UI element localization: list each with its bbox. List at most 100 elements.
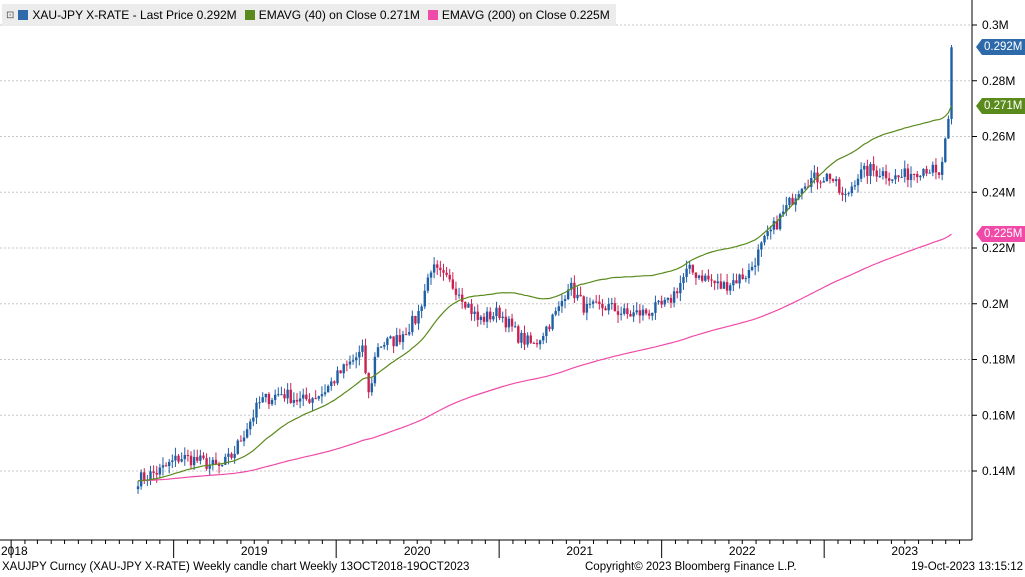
candle-body: [548, 326, 551, 330]
legend-ema200: EMAVG (200) on Close 0.225M: [441, 8, 610, 22]
candle-body: [367, 372, 370, 393]
candle-body: [473, 311, 476, 314]
candle-body: [283, 394, 286, 399]
candle-body: [261, 397, 264, 403]
candle-body: [542, 336, 545, 341]
candle-body: [810, 177, 813, 187]
candle-body: [302, 394, 305, 399]
candle-body: [245, 429, 249, 438]
candle-body: [192, 456, 196, 466]
candle-body: [769, 229, 772, 232]
candle-body: [722, 282, 726, 289]
candle-body: [651, 312, 654, 316]
candle-body: [361, 345, 364, 352]
candle-body: [345, 364, 349, 366]
x-tick-label: 2019: [241, 544, 268, 558]
footer-copyright: Copyright© 2023 Bloomberg Finance L.P.: [585, 561, 797, 573]
candle-body: [342, 364, 345, 374]
candle-body: [744, 278, 748, 280]
candle-body: [891, 179, 894, 181]
candle-body: [520, 332, 523, 343]
candle-body: [591, 301, 595, 304]
candle-body: [498, 307, 501, 318]
candle-body: [426, 277, 430, 291]
legend-ema40: EMAVG (40) on Close 0.271M: [258, 8, 420, 22]
candle-body: [782, 211, 785, 215]
candle-body: [729, 285, 732, 291]
candle-body: [202, 455, 205, 459]
candle-body: [595, 301, 598, 303]
candle-body: [666, 297, 670, 300]
legend-swatch-ema200: [427, 10, 438, 20]
candle-body: [376, 347, 380, 357]
candle-body: [950, 47, 953, 119]
candle-body: [404, 334, 408, 336]
candle-body: [224, 456, 227, 465]
pin-icon[interactable]: ⊡: [6, 9, 15, 21]
candle-body: [747, 269, 751, 279]
candle-body: [582, 296, 585, 313]
candle-body: [389, 336, 392, 339]
y-axis: 0.14M 0.16M 0.18M 0.2M 0.22M 0.24M 0.26M 0.28M 0…: [971, 0, 1015, 540]
y-tick-label: 0.16M: [982, 408, 1015, 422]
candle-body: [448, 274, 451, 280]
candle-body: [485, 311, 489, 322]
candle-body: [149, 471, 152, 480]
candle-body: [211, 459, 215, 465]
footer-timestamp: 19-Oct-2023 13:15:12: [911, 561, 1023, 573]
candle-body: [897, 175, 900, 178]
candle-body: [900, 176, 903, 178]
candle-body: [560, 300, 564, 307]
candle-body: [252, 417, 255, 422]
candle-body: [171, 460, 174, 462]
candle-body: [694, 272, 698, 278]
candle-body: [566, 289, 570, 300]
candle-body: [289, 389, 292, 403]
candle-body: [850, 186, 853, 194]
candle-body: [538, 340, 542, 345]
candle-body: [526, 335, 529, 345]
chart-legend: ⊡ XAU-JPY X-RATE - Last Price 0.292M EMA…: [2, 4, 616, 26]
candle-body: [551, 314, 554, 330]
candle-body: [735, 280, 738, 284]
candle-body: [507, 318, 511, 328]
candle-body: [242, 437, 246, 442]
candle-body: [460, 294, 464, 302]
candle-body: [859, 169, 863, 179]
candle-body: [314, 398, 317, 400]
y-tick-label: 0.2M: [982, 297, 1009, 311]
candle-body: [654, 302, 657, 313]
candle-body: [629, 314, 632, 317]
candle-body: [180, 459, 183, 462]
candle-body: [379, 346, 383, 348]
candle-body: [909, 173, 913, 180]
candle-body: [429, 272, 433, 278]
candle-body: [944, 138, 947, 162]
candle-body: [217, 464, 221, 466]
candle-body: [467, 303, 470, 308]
candle-body: [841, 192, 844, 195]
candle-body: [339, 370, 342, 374]
candle-body: [607, 303, 610, 311]
candle-body: [863, 165, 866, 170]
candle-body: [358, 351, 361, 358]
candle-body: [947, 118, 950, 139]
candle-body: [523, 332, 526, 345]
y-tick-label: 0.26M: [982, 130, 1015, 144]
candle-body: [489, 311, 492, 320]
candle-body: [869, 164, 872, 177]
candle-body: [155, 472, 158, 475]
candle-body: [236, 440, 239, 454]
candle-body: [940, 161, 944, 175]
legend-main: XAU-JPY X-RATE - Last Price 0.292M: [32, 8, 237, 22]
candle-body: [647, 313, 651, 316]
candle-body: [570, 282, 573, 290]
ema200-line: [137, 233, 952, 482]
y-tick-label: 0.3M: [982, 18, 1009, 32]
candle-body: [753, 265, 757, 267]
candle-body: [834, 179, 838, 181]
candle-body: [750, 266, 754, 270]
candle-body: [164, 465, 168, 467]
candle-body: [557, 306, 560, 312]
candle-body: [292, 399, 296, 403]
